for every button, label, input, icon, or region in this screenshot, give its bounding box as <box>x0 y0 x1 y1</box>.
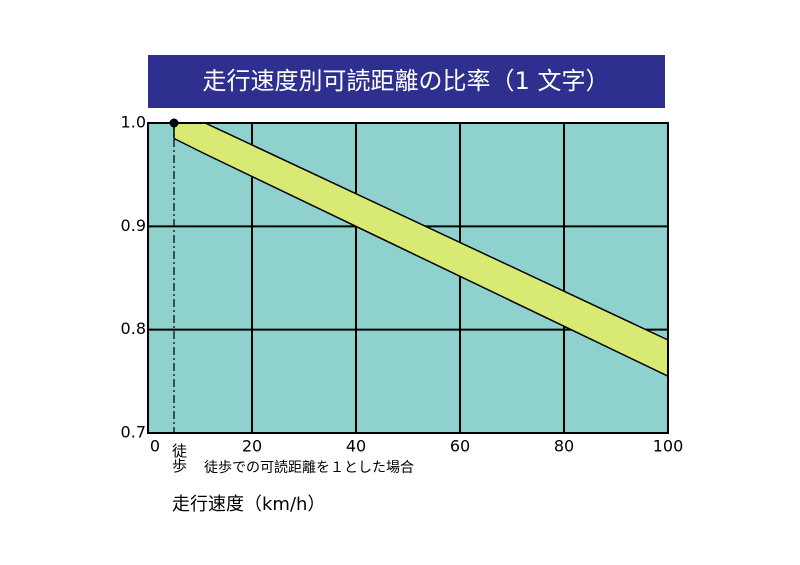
chart-title: 走行速度別可読距離の比率（1 文字） <box>203 67 610 95</box>
y-tick-label: 1.0 <box>121 113 146 132</box>
x-tick-label: 60 <box>450 437 470 456</box>
x-axis-label: 走行速度（km/h） <box>172 494 325 515</box>
band-edge <box>173 137 669 377</box>
marker-point <box>169 118 179 128</box>
plot-frame <box>147 122 669 434</box>
x-tick-label: 100 <box>653 437 684 456</box>
y-tick-label: 0.7 <box>121 423 146 442</box>
marker-label: 徒歩 <box>170 443 188 473</box>
band-fill <box>174 123 668 377</box>
x-tick-label: 80 <box>554 437 574 456</box>
title-box <box>148 55 665 108</box>
x-tick-label: 20 <box>242 437 262 456</box>
plot-area <box>148 123 668 433</box>
x-tick-label: 40 <box>346 437 366 456</box>
y-tick-label: 0.9 <box>121 216 146 235</box>
x-tick-label: 0 <box>150 437 160 456</box>
annotation: 徒歩での可読距離を１とした場合 <box>204 459 414 476</box>
y-tick-label: 0.8 <box>121 319 146 338</box>
